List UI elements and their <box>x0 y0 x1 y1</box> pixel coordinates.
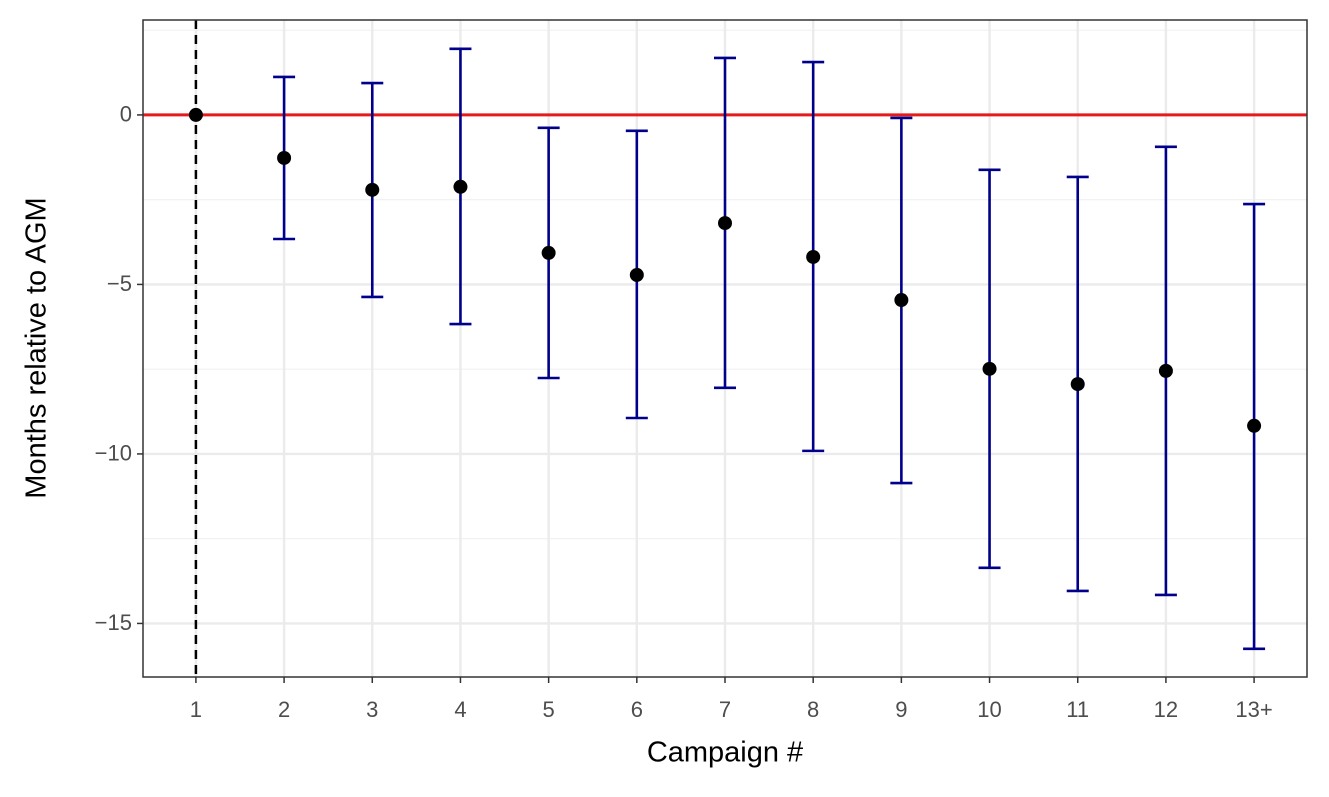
y-tick-label: −15 <box>95 610 132 635</box>
point <box>1070 377 1085 392</box>
x-tick-label: 11 <box>1066 697 1089 722</box>
x-tick-label: 6 <box>631 697 643 722</box>
x-tick-label: 10 <box>977 697 1001 722</box>
y-tick-label: −10 <box>95 441 132 466</box>
x-tick-label: 5 <box>543 697 555 722</box>
x-tick-label: 8 <box>807 697 819 722</box>
x-tick-label: 2 <box>278 697 290 722</box>
point <box>1158 363 1173 378</box>
x-axis-title: Campaign # <box>647 737 803 769</box>
point <box>718 216 732 231</box>
point <box>894 293 909 308</box>
point <box>982 361 997 376</box>
x-tick-label: 13+ <box>1235 697 1272 722</box>
x-tick-label: 7 <box>719 697 731 722</box>
y-axis-title: Months relative to AGM <box>21 197 53 498</box>
y-tick-label: 0 <box>120 102 132 127</box>
plot-border <box>142 19 1308 678</box>
point <box>1247 418 1262 433</box>
y-tick-label: −5 <box>107 271 132 296</box>
x-tick-label: 1 <box>190 697 202 722</box>
point <box>277 150 292 165</box>
point <box>453 179 468 194</box>
point <box>365 182 380 197</box>
point <box>629 267 644 282</box>
point <box>188 107 203 122</box>
x-tick-label: 3 <box>366 697 378 722</box>
x-tick-label: 12 <box>1154 697 1178 722</box>
x-tick-label: 4 <box>454 697 466 722</box>
x-tick-label: 9 <box>895 697 907 722</box>
point <box>806 249 821 264</box>
point <box>541 245 556 260</box>
